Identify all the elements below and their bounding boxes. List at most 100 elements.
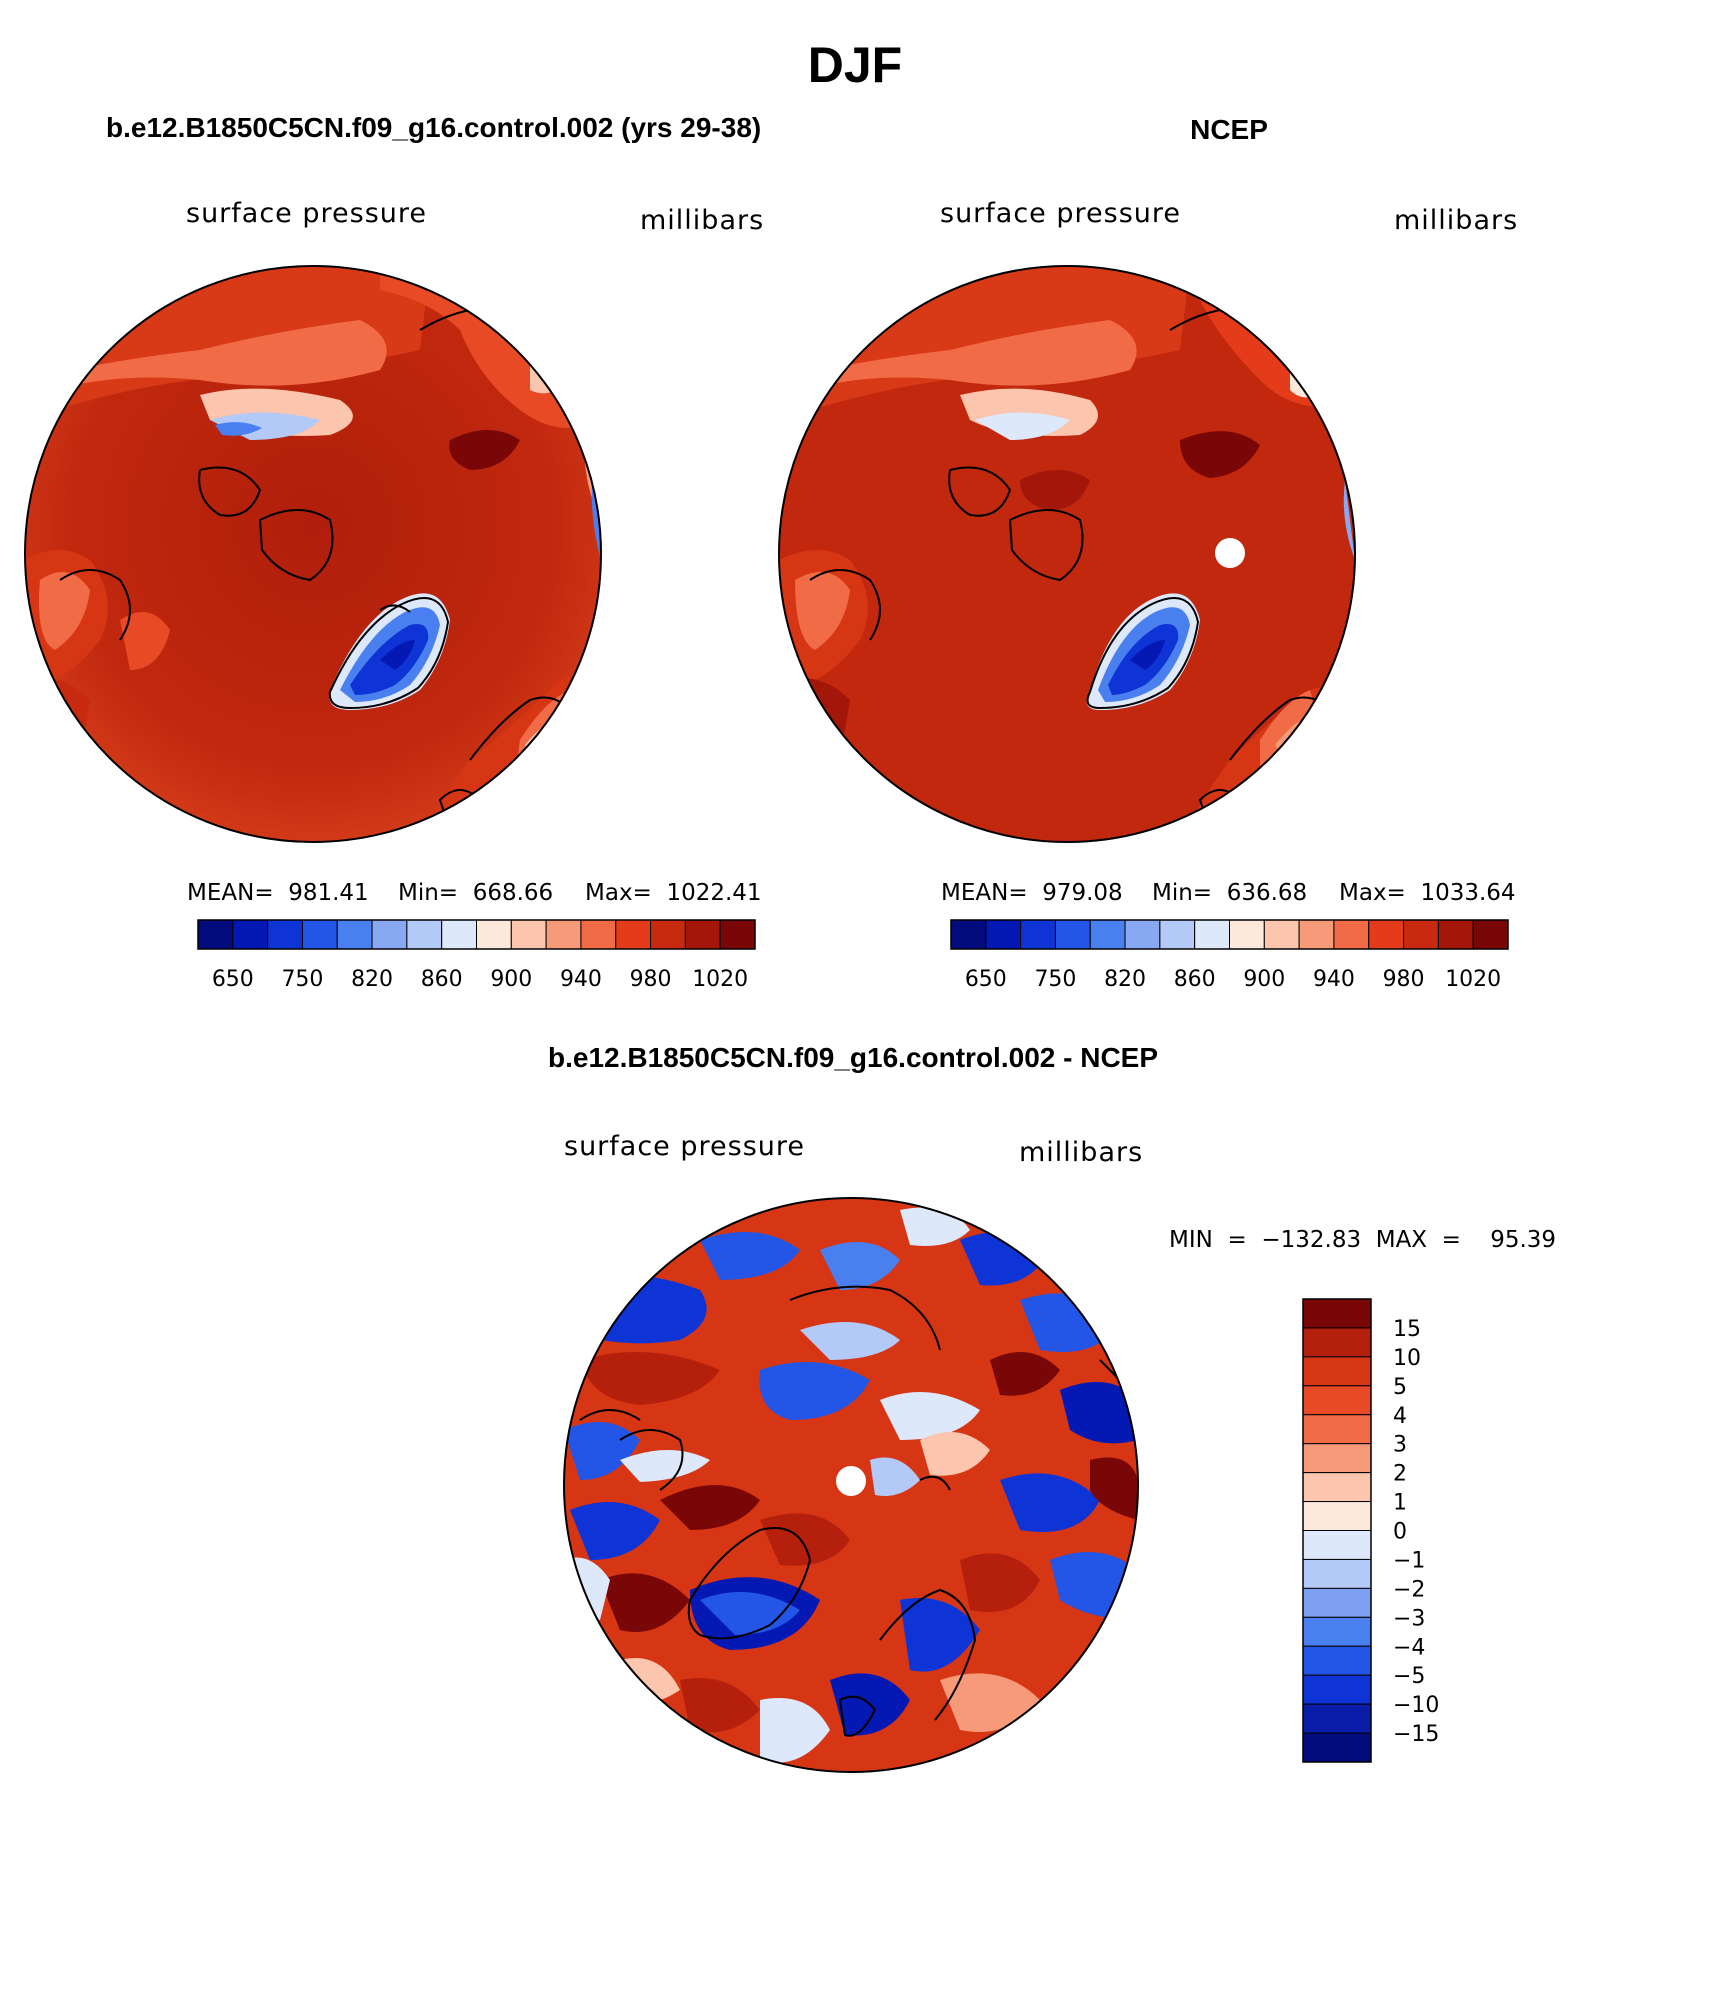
colorbar-swatch: [580, 919, 617, 950]
colorbar-tick-label: 860: [1174, 967, 1216, 992]
panel-model-min: Min= 668.66: [398, 880, 553, 906]
colorbar-swatch: [1302, 1443, 1372, 1474]
colorbar-tick-label: 1020: [692, 967, 748, 992]
colorbar-tick-label: −5: [1393, 1664, 1425, 1689]
colorbar-swatch: [1020, 919, 1056, 950]
colorbar-swatch: [1302, 1732, 1372, 1763]
colorbar-swatch: [684, 919, 721, 950]
colorbar-swatch: [719, 919, 756, 950]
panel-model-map-border: [24, 265, 602, 843]
panel-obs: NCEP surface pressure millibars: [778, 114, 1518, 992]
colorbar-tick-label: 750: [1034, 967, 1076, 992]
panel-model-max: Max= 1022.41: [585, 880, 762, 906]
panel-obs-map-border: [778, 265, 1356, 843]
panel-obs-units-label: millibars: [1394, 205, 1518, 236]
panel-model-units-label: millibars: [640, 205, 764, 236]
colorbar-swatch: [1302, 1674, 1372, 1705]
colorbar-tick-label: 750: [281, 967, 323, 992]
colorbar-tick-label: 2: [1393, 1462, 1407, 1487]
panel-obs-colorbar: 650 750 820 860 900 940 980 1020: [950, 919, 1509, 992]
colorbar-frame: [950, 919, 1509, 950]
panel-diff-variable-label: surface pressure: [564, 1131, 805, 1162]
panel-model-title: b.e12.B1850C5CN.f09_g16.control.002 (yrs…: [106, 112, 761, 143]
panel-model-mean: MEAN= 981.41: [187, 880, 369, 906]
colorbar-swatch: [985, 919, 1022, 950]
colorbar-swatch: [1159, 919, 1196, 950]
colorbar-tick-label: 1: [1393, 1491, 1407, 1516]
panel-obs-min: Min= 636.68: [1152, 880, 1307, 906]
colorbar-swatch: [1054, 919, 1091, 950]
colorbar-tick-label: 940: [1313, 967, 1355, 992]
panel-diff-units-label: millibars: [1019, 1137, 1143, 1168]
colorbar-tick-label: 820: [351, 967, 393, 992]
colorbar-tick-label: 980: [1383, 967, 1425, 992]
colorbar-swatch: [1302, 1356, 1372, 1387]
panel-obs-max: Max= 1033.64: [1339, 880, 1516, 906]
colorbar-swatch: [371, 919, 408, 950]
colorbar-swatch: [1302, 1385, 1372, 1416]
colorbar-swatch: [1302, 1472, 1372, 1503]
colorbar-swatch: [301, 919, 338, 950]
colorbar-tick-label: 0: [1393, 1520, 1407, 1545]
colorbar-tick-label: 940: [560, 967, 602, 992]
colorbar-tick-label: 3: [1393, 1433, 1407, 1458]
colorbar-swatch: [950, 919, 987, 950]
colorbar-swatch: [510, 919, 547, 950]
panel-obs-map: [779, 266, 1355, 842]
colorbar-swatch: [441, 919, 477, 950]
colorbar-swatch: [1263, 919, 1300, 950]
colorbar-swatch: [1472, 919, 1509, 950]
colorbar-tick-label: 1020: [1445, 967, 1501, 992]
panel-obs-pole-mask: [1215, 538, 1245, 568]
colorbar-tick-label: 15: [1393, 1317, 1421, 1342]
colorbar-swatch: [1194, 919, 1230, 950]
colorbar-tick-label: −1: [1393, 1548, 1425, 1573]
panel-model: b.e12.B1850C5CN.f09_g16.control.002 (yrs…: [24, 112, 764, 992]
panel-diff-pole-mask: [836, 1466, 866, 1496]
colorbar-swatch: [1124, 919, 1161, 950]
colorbar-swatch: [197, 919, 234, 950]
panel-obs-variable-label: surface pressure: [940, 198, 1181, 229]
colorbar-frame: [197, 919, 756, 950]
colorbar-swatch: [1368, 919, 1405, 950]
colorbar-swatch: [1302, 1616, 1372, 1647]
colorbar-swatch: [1437, 919, 1474, 950]
panel-diff-minmax: MIN = −132.83 MAX = 95.39: [1169, 1227, 1556, 1253]
colorbar-swatch: [650, 919, 686, 950]
panel-obs-mean: MEAN= 979.08: [941, 880, 1123, 906]
colorbar-swatch: [476, 919, 512, 950]
colorbar-tick-label: 650: [212, 967, 254, 992]
colorbar-swatch: [1302, 1703, 1372, 1734]
colorbar-swatch: [406, 919, 443, 950]
colorbar-swatch: [1302, 1558, 1372, 1589]
colorbar-swatch: [545, 919, 582, 950]
panel-obs-title: NCEP: [1190, 114, 1268, 145]
colorbar-tick-label: 860: [421, 967, 463, 992]
colorbar-tick-label: −4: [1393, 1635, 1425, 1660]
colorbar-swatch: [1302, 1530, 1372, 1560]
colorbar-tick-label: 5: [1393, 1375, 1407, 1400]
panel-model-map: [25, 266, 601, 842]
colorbar-tick-label: −2: [1393, 1577, 1425, 1602]
colorbar-tick-label: −3: [1393, 1606, 1425, 1631]
colorbar-swatch: [1302, 1298, 1372, 1329]
colorbar-swatch: [1302, 1587, 1372, 1618]
colorbar-tick-label: −10: [1393, 1693, 1439, 1718]
colorbar-swatch: [1302, 1645, 1372, 1676]
colorbar-swatch: [1403, 919, 1439, 950]
colorbar-swatch: [1302, 1414, 1372, 1445]
colorbar-tick-label: 4: [1393, 1404, 1407, 1429]
colorbar-swatch: [232, 919, 269, 950]
colorbar-tick-label: 820: [1104, 967, 1146, 992]
colorbar-swatch: [1302, 1327, 1372, 1358]
colorbar-swatch: [1089, 919, 1126, 950]
colorbar-frame: [1302, 1298, 1372, 1763]
colorbar-tick-label: 650: [965, 967, 1007, 992]
colorbar-tick-label: 980: [630, 967, 672, 992]
colorbar-swatch: [1229, 919, 1265, 950]
colorbar-swatch: [1302, 1501, 1372, 1531]
colorbar-tick-label: 10: [1393, 1346, 1421, 1371]
panel-diff-title: b.e12.B1850C5CN.f09_g16.control.002 - NC…: [548, 1042, 1158, 1073]
